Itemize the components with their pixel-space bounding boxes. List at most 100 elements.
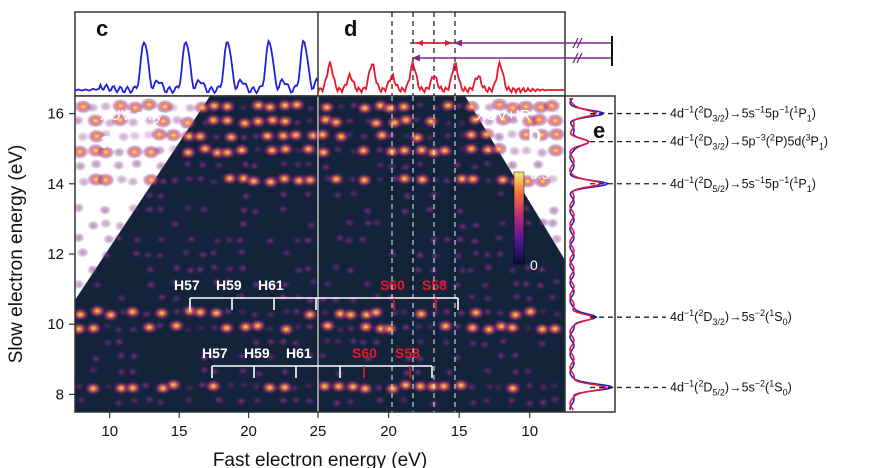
heatmap-spot — [99, 205, 111, 215]
heatmap-spot — [102, 338, 114, 348]
heatmap-spot — [481, 396, 493, 406]
heatmap-spot — [154, 191, 166, 201]
panel-b-label: b — [528, 122, 541, 147]
heatmap-spot — [77, 248, 89, 258]
heatmap-spot — [381, 322, 399, 336]
transition-label-part: 4d — [670, 177, 684, 191]
heatmap-spot — [240, 191, 252, 201]
heatmap-spot — [504, 381, 522, 395]
heatmap-spot — [536, 148, 548, 158]
x-tick-label: 25 — [310, 423, 327, 440]
y-axis-label: Slow electron energy (eV) — [6, 145, 27, 364]
heatmap-spot — [277, 292, 289, 302]
heatmap-spot — [537, 306, 549, 316]
heatmap-spot — [218, 99, 236, 113]
heatmap-spot — [237, 103, 249, 113]
heatmap-spot — [331, 398, 343, 408]
transition-label-part: ) — [812, 177, 816, 191]
heatmap-spot — [463, 321, 481, 335]
heatmap-spot — [367, 116, 385, 130]
heatmap-spot — [288, 98, 306, 112]
heatmap-spot — [451, 353, 463, 363]
heatmap-spot — [343, 235, 355, 245]
heatmap-spot — [356, 382, 374, 396]
heatmap-spot — [425, 321, 437, 331]
heatmap-spot — [113, 147, 125, 157]
colorbar-max: 3.5 — [530, 166, 550, 182]
heatmap-spot — [507, 265, 519, 275]
heatmap-spot — [490, 142, 508, 156]
panel-d-label: d — [344, 16, 357, 41]
heatmap-spot — [361, 279, 373, 289]
heatmap-spot — [356, 101, 374, 115]
heatmap-spot — [237, 219, 249, 229]
heatmap-spot — [113, 233, 125, 243]
transition-label-part: ) — [788, 310, 792, 324]
transition-label-part: 4d — [670, 310, 684, 324]
heatmap-spot — [140, 309, 152, 319]
heatmap-spot — [385, 131, 397, 141]
heatmap-spot — [233, 143, 251, 157]
heatmap-spot — [430, 175, 442, 185]
heatmap-spot — [537, 382, 549, 392]
transition-label-part: P — [798, 107, 806, 121]
heatmap-spot — [302, 264, 314, 274]
heatmap-spot — [277, 142, 295, 156]
heatmap-spot — [467, 398, 479, 408]
heatmap-spot — [355, 173, 373, 187]
heatmap-spot — [464, 172, 482, 186]
heatmap-spot — [482, 307, 494, 317]
heatmap-spot — [345, 324, 357, 334]
heatmap-spot — [466, 382, 478, 392]
transition-label-part: D — [703, 380, 712, 394]
heatmap-spot — [128, 396, 140, 406]
heatmap-spot — [414, 100, 426, 110]
heatmap-spot — [387, 249, 399, 259]
heatmap-spot — [314, 145, 332, 159]
heatmap-spot — [236, 307, 248, 317]
heatmap-spot — [157, 176, 169, 186]
heatmap-spot — [454, 206, 466, 216]
heatmap-spot — [87, 221, 99, 231]
panel-a-label: a — [100, 128, 113, 153]
heatmap-spot — [165, 378, 183, 392]
x-tick-label: 20 — [380, 423, 397, 440]
heatmap-spot — [327, 115, 345, 129]
xuv-only-title: XUV-only — [100, 107, 163, 124]
heatmap-spot — [126, 145, 144, 159]
transition-label-part: −1 — [684, 175, 694, 185]
heatmap-spot — [279, 367, 291, 377]
heatmap-spot — [90, 354, 102, 364]
transition-label-part: D — [703, 310, 712, 324]
heatmap-spot — [398, 395, 410, 405]
heatmap-spot — [191, 305, 209, 319]
heatmap-spot — [332, 336, 344, 346]
heatmap-spot — [71, 307, 89, 321]
heatmap-spot — [132, 235, 144, 245]
heatmap-spot — [208, 262, 220, 272]
transition-label-part: )→5s — [725, 380, 755, 394]
heatmap-spot — [113, 337, 125, 347]
heatmap-spot — [304, 322, 316, 332]
heatmap-spot — [536, 339, 548, 349]
heatmap-spot — [131, 249, 143, 259]
heatmap-spot — [304, 396, 316, 406]
heatmap-spot — [344, 130, 356, 140]
heatmap-spot — [354, 144, 372, 158]
heatmap-spot — [91, 280, 103, 290]
transition-label-part: −1 — [684, 133, 694, 143]
heatmap-spot — [128, 351, 140, 361]
heatmap-spot — [522, 367, 534, 377]
y-tick-label: 16 — [47, 106, 64, 123]
label-h61-lower: H61 — [286, 345, 312, 361]
heatmap-spot — [238, 380, 250, 390]
heatmap-spot — [156, 292, 168, 302]
heatmap-spot — [511, 292, 523, 302]
panel-c-label: c — [96, 16, 108, 41]
transition-label-part: −1 — [684, 308, 694, 318]
heatmap-spot — [506, 396, 518, 406]
heatmap-spot — [278, 159, 290, 169]
heatmap-spot — [277, 204, 289, 214]
transition-label: 4d−1(2D5/2)→5s−2(1S0) — [670, 378, 792, 397]
